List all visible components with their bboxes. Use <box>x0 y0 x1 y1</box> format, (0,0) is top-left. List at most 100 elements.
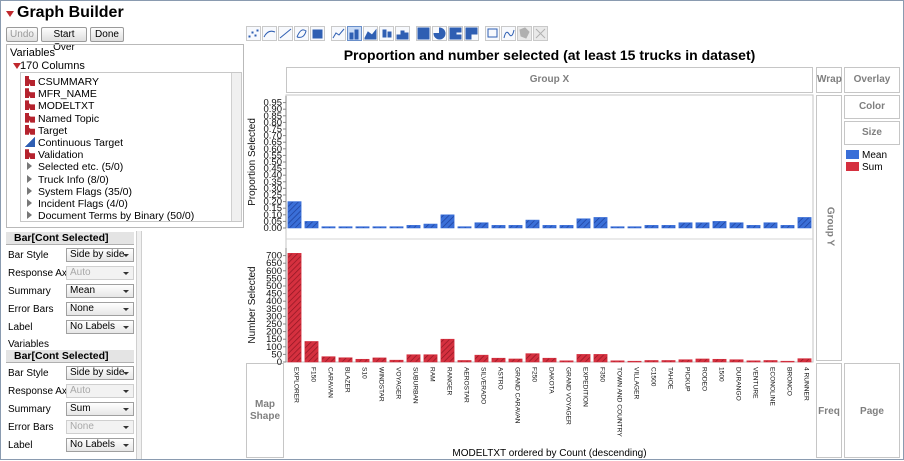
bar-mean <box>321 226 336 229</box>
title-bar: Graph Builder <box>3 3 903 25</box>
bar-mean <box>457 226 472 229</box>
group-x-zone[interactable]: Group X <box>286 67 813 93</box>
property-dropdown[interactable]: Side by side <box>66 366 134 380</box>
start-over-button[interactable]: Start Over <box>41 27 87 53</box>
overlay-zone[interactable]: Overlay <box>844 67 900 93</box>
property-dropdown[interactable]: Mean <box>66 284 134 298</box>
variables-expander[interactable]: Variables <box>8 339 49 350</box>
bar-sum <box>508 358 523 363</box>
x-tick-label: RODEO <box>701 367 708 391</box>
group-y-zone[interactable]: Group Y <box>816 95 842 361</box>
column-item[interactable]: System Flags (35/0) <box>25 186 132 198</box>
bar-mean <box>525 219 540 229</box>
formula-icon[interactable] <box>501 26 516 41</box>
column-item-label: Named Topic <box>38 112 100 125</box>
column-item-label: System Flags (35/0) <box>38 185 132 198</box>
heatmap-icon[interactable] <box>416 26 431 41</box>
bar-sum <box>780 360 795 363</box>
legend-item-sum: Sum <box>846 162 883 173</box>
property-dropdown[interactable]: Side by side <box>66 248 134 262</box>
column-item-label: Truck Info (8/0) <box>38 173 109 186</box>
property-dropdown[interactable]: No Labels <box>66 320 134 334</box>
column-item[interactable]: Selected etc. (5/0) <box>25 161 123 173</box>
panel-2-header[interactable]: Bar[Cont Selected] <box>6 350 134 363</box>
property-label: Bar Style <box>8 368 49 379</box>
bar-sum <box>542 357 557 363</box>
property-dropdown[interactable]: Sum <box>66 402 134 416</box>
chevron-down-icon <box>123 444 129 447</box>
map-shape-zone[interactable]: Map Shape <box>246 363 284 458</box>
panel-1-header[interactable]: Bar[Cont Selected] <box>6 232 134 245</box>
line-of-fit-icon[interactable] <box>278 26 293 41</box>
column-item[interactable]: CSUMMARY <box>25 76 99 88</box>
ellipse-icon[interactable] <box>294 26 309 41</box>
chevron-down-icon <box>123 372 129 375</box>
variables-panel: Variables 170 Columns CSUMMARY MFR_NAME MO… <box>6 44 244 228</box>
column-item[interactable]: Named Topic <box>25 112 100 125</box>
treemap-icon[interactable] <box>448 26 463 41</box>
size-zone[interactable]: Size <box>844 121 900 145</box>
line-icon[interactable] <box>331 26 346 41</box>
bar-sum <box>440 338 455 363</box>
panel-splitter[interactable] <box>136 231 142 459</box>
bar-sum <box>797 358 812 363</box>
map-points-icon[interactable] <box>533 26 548 41</box>
column-item[interactable]: Document Terms by Binary (50/0) <box>25 210 194 221</box>
y-tick-label: 0.75 <box>264 124 283 135</box>
bar-sum <box>559 360 574 363</box>
column-list-scrollbar[interactable] <box>231 73 241 221</box>
column-item[interactable]: Incident Flags (4/0) <box>25 198 128 210</box>
x-tick-label: SUBURBAN <box>412 367 419 404</box>
bar-mean <box>355 226 370 229</box>
map-shapes-icon[interactable] <box>517 26 532 41</box>
undo-button[interactable]: Undo <box>6 27 38 42</box>
expand-group-icon <box>27 199 32 207</box>
mosaic-icon[interactable] <box>464 26 479 41</box>
x-tick-label: DURANGO <box>735 367 742 401</box>
red-triangle-menu-icon[interactable] <box>6 11 14 17</box>
column-item[interactable]: Target <box>25 124 67 137</box>
contour-icon[interactable] <box>310 26 325 41</box>
bar-mean <box>576 218 591 229</box>
bar-icon[interactable] <box>347 26 362 41</box>
bar-sum <box>576 354 591 363</box>
chevron-down-icon <box>123 390 129 393</box>
area-icon[interactable] <box>363 26 378 41</box>
column-item[interactable]: Truck Info (8/0) <box>25 174 109 186</box>
pie-icon[interactable] <box>432 26 447 41</box>
column-item[interactable]: MFR_NAME <box>25 88 97 100</box>
histogram-icon[interactable] <box>395 26 410 41</box>
y-tick-label: 0.60 <box>264 144 283 155</box>
bar-sum <box>287 253 302 363</box>
bar-mean <box>780 225 795 229</box>
property-label: Label <box>8 440 33 451</box>
color-zone[interactable]: Color <box>844 95 900 119</box>
bar-mean <box>389 226 404 229</box>
column-item[interactable]: Continuous Target <box>25 137 123 149</box>
y-tick-label: 0.20 <box>264 197 283 208</box>
x-tick-label: EXPEDITION <box>582 367 589 407</box>
smoother-icon[interactable] <box>262 26 277 41</box>
box-plot-icon[interactable] <box>379 26 394 41</box>
bar-mean <box>763 222 778 229</box>
y-tick-label: 0.35 <box>264 177 283 188</box>
x-tick-label: EXPLORER <box>293 367 300 403</box>
done-button[interactable]: Done <box>90 27 124 42</box>
property-dropdown[interactable]: None <box>66 302 134 316</box>
nominal-column-icon <box>25 76 35 86</box>
page-zone[interactable]: Page <box>844 363 900 458</box>
column-item[interactable]: MODELTXT <box>25 100 94 112</box>
x-tick-label: 4 RUNNER <box>803 367 810 401</box>
wrap-zone[interactable]: Wrap <box>816 67 842 93</box>
chart-title: Proportion and number selected (at least… <box>343 47 756 63</box>
columns-menu-icon[interactable] <box>13 63 21 69</box>
property-dropdown[interactable]: No Labels <box>66 438 134 452</box>
column-list[interactable]: CSUMMARY MFR_NAME MODELTXT Named Topic Targe… <box>20 72 242 222</box>
chevron-down-icon <box>123 254 129 257</box>
column-item[interactable]: Validation <box>25 149 83 161</box>
y-tick-label: 0.45 <box>264 164 283 175</box>
freq-zone[interactable]: Freq <box>816 363 842 458</box>
caption-box-icon[interactable] <box>485 26 500 41</box>
points-icon[interactable] <box>246 26 261 41</box>
bar-mean <box>712 221 727 229</box>
